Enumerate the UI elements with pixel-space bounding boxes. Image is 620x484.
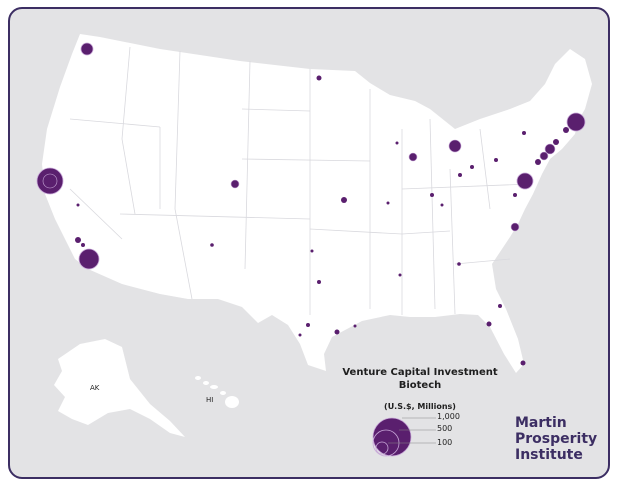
legend-title: Venture Capital Investment Biotech [335, 366, 505, 392]
bubble-miami[interactable] [520, 360, 526, 366]
martin-prosperity-logo: Martin Prosperity Institute [515, 415, 597, 463]
bubble-wisconsin[interactable] [395, 141, 399, 145]
bubble-st-louis[interactable] [386, 201, 390, 205]
bubble-memphis[interactable] [398, 273, 402, 277]
bubble-san-diego[interactable] [78, 248, 100, 270]
bubble-ohio-2[interactable] [470, 165, 474, 169]
bubble-austin[interactable] [306, 323, 310, 327]
bubble-boulder[interactable] [230, 179, 240, 189]
legend-title-line1: Venture Capital Investment [342, 367, 498, 378]
bubble-indianapolis[interactable] [430, 193, 434, 197]
bubble-seattle[interactable] [80, 42, 94, 56]
bubble-san-francisco[interactable] [36, 167, 64, 195]
bubble-cincinnati[interactable] [440, 203, 444, 207]
legend-value-500: 500 [437, 424, 453, 433]
map-frame: AK HI Venture Capital Investment Biotech… [8, 7, 610, 479]
bubble-new-york[interactable] [544, 143, 556, 155]
bubble-ann-arbor[interactable] [448, 139, 462, 153]
hawaii-islands [195, 376, 239, 408]
bubble-new-orleans[interactable] [353, 324, 357, 328]
alaska-landmass [54, 339, 185, 437]
bubble-san-antonio[interactable] [298, 333, 302, 337]
bubble-providence[interactable] [563, 127, 569, 133]
label-alaska: AK [90, 384, 100, 392]
legend-circle-100 [375, 441, 389, 455]
legend-title-line2: Biotech [398, 380, 442, 391]
bubble-pittsburgh[interactable] [494, 158, 498, 162]
legend-size-circles [372, 417, 436, 457]
bubble-minneapolis[interactable] [316, 75, 322, 81]
state-borders [69, 46, 531, 315]
bubble-sacramento[interactable] [76, 203, 80, 207]
legend-value-1000: 1,000 [437, 412, 460, 421]
bubble-salt-lake-city[interactable] [210, 243, 214, 247]
logo-line1: Martin [515, 415, 567, 431]
logo-line3: Institute [515, 447, 583, 463]
bubble-la-small-2[interactable] [81, 243, 85, 247]
bubble-jacksonville[interactable] [498, 304, 502, 308]
bubble-atlanta[interactable] [457, 262, 461, 266]
label-hawaii: HI [206, 396, 214, 404]
bubble-kansas-city[interactable] [341, 197, 347, 203]
logo-line2: Prosperity [515, 431, 598, 447]
bubble-houston[interactable] [334, 329, 340, 335]
bubble-oklahoma[interactable] [310, 249, 314, 253]
legend-value-100: 100 [437, 438, 453, 447]
bubble-la-small[interactable] [75, 237, 81, 243]
bubble-dallas[interactable] [317, 280, 321, 284]
bubble-philadelphia[interactable] [516, 172, 534, 190]
legend-units: (U.S.$, Millions) [384, 402, 456, 411]
bubble-northeast-1[interactable] [522, 131, 526, 135]
bubble-research-triangle[interactable] [510, 222, 520, 232]
bubble-layer [36, 42, 586, 366]
us-map [36, 34, 592, 457]
bubble-ohio-1[interactable] [458, 173, 462, 177]
bubble-chicago[interactable] [408, 152, 418, 162]
bubble-boston[interactable] [566, 112, 586, 132]
legend-circle-1000 [372, 417, 412, 457]
contiguous-us-landmass [42, 34, 592, 373]
bubble-dc[interactable] [513, 193, 517, 197]
bubble-tampa[interactable] [486, 321, 492, 327]
